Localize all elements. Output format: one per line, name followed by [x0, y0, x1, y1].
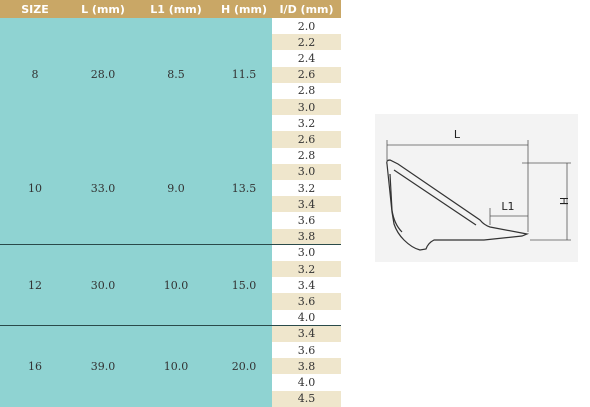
id-cell: 3.6	[272, 342, 341, 359]
group-cell: 11.5	[216, 18, 272, 132]
id-cell: 3.2	[272, 261, 341, 278]
group-cell: 13.5	[216, 131, 272, 245]
id-cell: 3.0	[272, 99, 341, 116]
group-cell: 39.0	[70, 325, 136, 407]
id-cell: 3.4	[272, 325, 341, 342]
id-cell: 3.2	[272, 180, 341, 197]
label-l: L	[454, 128, 461, 141]
dimension-lines	[386, 140, 571, 241]
id-cell: 2.0	[272, 18, 341, 35]
header-cell: I/D (mm)	[272, 0, 341, 18]
id-cell: 3.0	[272, 244, 341, 261]
group-cell: 10.0	[136, 325, 216, 407]
group-cell: 10	[0, 131, 70, 245]
id-cell: 3.4	[272, 277, 341, 294]
group-cell: 15.0	[216, 244, 272, 326]
header-cell: L1 (mm)	[136, 0, 216, 18]
guide-shape	[386, 159, 530, 251]
id-cell: 3.6	[272, 293, 341, 310]
group-cell: 16	[0, 325, 70, 407]
id-cell: 2.8	[272, 147, 341, 164]
group-cell: 10.0	[136, 244, 216, 326]
diagram: L L1 H	[375, 114, 578, 262]
id-cell: 3.6	[272, 212, 341, 229]
group-cell: 20.0	[216, 325, 272, 407]
id-cell: 4.0	[272, 374, 341, 391]
id-cell: 2.6	[272, 131, 341, 148]
id-cell: 3.0	[272, 163, 341, 180]
id-cell: 2.2	[272, 34, 341, 51]
label-h: H	[557, 197, 570, 205]
id-cell: 2.8	[272, 82, 341, 99]
id-cell: 3.8	[272, 358, 341, 375]
diagram-bg	[375, 114, 578, 262]
label-l1: L1	[501, 200, 514, 213]
id-cell: 4.5	[272, 390, 341, 407]
id-cell: 3.4	[272, 196, 341, 213]
header-cell: L (mm)	[70, 0, 136, 18]
id-cell: 2.6	[272, 66, 341, 83]
header-cell: H (mm)	[216, 0, 272, 18]
group-cell: 12	[0, 244, 70, 326]
group-cell: 9.0	[136, 131, 216, 245]
group-cell: 8.5	[136, 18, 216, 132]
header-cell: SIZE	[0, 0, 70, 18]
id-cell: 4.0	[272, 309, 341, 326]
group-cell: 8	[0, 18, 70, 132]
id-cell: 3.8	[272, 228, 341, 245]
id-cell: 2.4	[272, 50, 341, 67]
group-cell: 30.0	[70, 244, 136, 326]
group-cell: 28.0	[70, 18, 136, 132]
group-cell: 33.0	[70, 131, 136, 245]
id-cell: 3.2	[272, 115, 341, 132]
